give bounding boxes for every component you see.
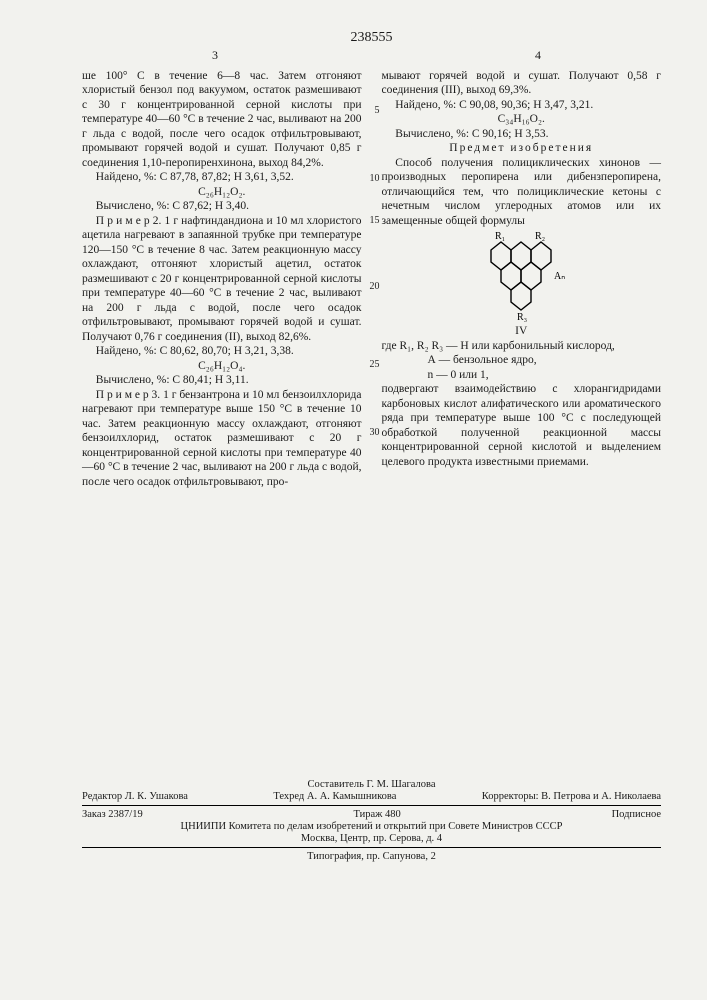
subject-para: Способ получения полициклических хинонов… (382, 156, 662, 228)
rule (82, 805, 661, 806)
subject-para: подвергают взаимодействию с хлорангидрид… (382, 382, 662, 469)
right-column: 5 10 15 20 25 30 мывают горячей водой и … (382, 69, 662, 489)
editor: Редактор Л. К. Ушакова (82, 791, 188, 802)
imprint: Составитель Г. М. Шагалова Редактор Л. К… (82, 779, 661, 862)
corrector: Корректоры: В. Петрова и А. Николаева (482, 791, 661, 802)
subscription: Подписное (612, 809, 661, 820)
formula: C₃₄H₁₆O₂. (382, 112, 662, 126)
tirage: Тираж 480 (353, 809, 400, 820)
page: 238555 3 4 ше 100° С в течение 6—8 час. … (0, 0, 707, 1000)
an-label: Aₙ (554, 271, 565, 282)
example-2: П р и м е р 2. 1 г нафтиндандиона и 10 м… (82, 214, 362, 344)
rule (82, 847, 661, 848)
legend-where: где R₁, R₂ R₃ — H или карбонильный кисло… (382, 339, 662, 353)
subject-heading: Предмет изобретения (382, 141, 662, 155)
calc-line: Вычислено, %: С 87,62; Н 3,40. (82, 199, 362, 213)
legend-n: n — 0 или 1, (382, 368, 662, 382)
line-number: 5 (368, 105, 380, 118)
formula-number: IV (382, 324, 662, 338)
address: Москва, Центр, пр. Серова, д. 4 (82, 833, 661, 844)
doc-number: 238555 (82, 30, 661, 46)
typography: Типография, пр. Сапунова, 2 (82, 851, 661, 862)
line-number: 20 (368, 281, 380, 294)
found-line: Найдено, %: С 80,62, 80,70; Н 3,21, 3,38… (82, 344, 362, 358)
calc-line: Вычислено, %: С 80,41; Н 3,11. (82, 373, 362, 387)
line-number: 10 (368, 173, 380, 186)
r2-label: R₂ (535, 232, 545, 242)
left-column: ше 100° С в течение 6—8 час. Затем отгон… (82, 69, 362, 489)
para: мывают горячей водой и сушат. Получают 0… (382, 69, 662, 98)
structure-diagram: R₁ R₂ Aₙ R₃ (382, 232, 662, 322)
line-number: 30 (368, 427, 380, 440)
found-line: Найдено, %: С 87,78, 87,82; Н 3,61, 3,52… (82, 170, 362, 184)
example-3: П р и м е р 3. 1 г бензантрона и 10 мл б… (82, 388, 362, 489)
compiler: Составитель Г. М. Шагалова (82, 779, 661, 790)
r1-label: R₁ (495, 232, 505, 242)
polycyclic-icon: R₁ R₂ Aₙ R₃ (471, 232, 571, 322)
formula: C₂₆H₁₂O₄. (82, 359, 362, 373)
r3-label: R₃ (517, 312, 527, 322)
techred: Техред А. А. Камышникова (273, 791, 396, 802)
columns: ше 100° С в течение 6—8 час. Затем отгон… (82, 69, 661, 489)
page-left: 3 (212, 48, 218, 63)
order: Заказ 2387/19 (82, 809, 143, 820)
calc-line: Вычислено, %: С 90,16; Н 3,53. (382, 127, 662, 141)
page-numbers: 3 4 (212, 48, 541, 63)
line-number: 15 (368, 215, 380, 228)
line-number: 25 (368, 359, 380, 372)
found-line: Найдено, %: С 90,08, 90,36; Н 3,47, 3,21… (382, 98, 662, 112)
page-right: 4 (535, 48, 541, 63)
organization: ЦНИИПИ Комитета по делам изобретений и о… (82, 821, 661, 832)
formula: C₂₆H₁₂O₂. (82, 185, 362, 199)
legend-a: А — бензольное ядро, (382, 353, 662, 367)
para: ше 100° С в течение 6—8 час. Затем отгон… (82, 69, 362, 170)
